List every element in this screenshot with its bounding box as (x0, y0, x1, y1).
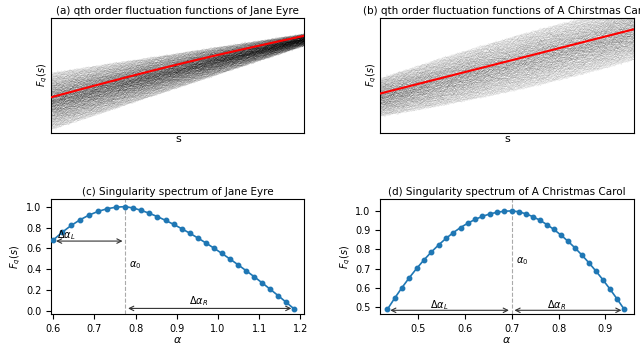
X-axis label: s: s (175, 134, 180, 144)
Text: $\Delta\alpha_L$: $\Delta\alpha_L$ (429, 298, 448, 312)
Title: (c) Singularity spectrum of Jane Eyre: (c) Singularity spectrum of Jane Eyre (82, 187, 274, 197)
Text: $\Delta\alpha_R$: $\Delta\alpha_R$ (547, 298, 566, 312)
Title: (a) qth order fluctuation functions of Jane Eyre: (a) qth order fluctuation functions of J… (56, 6, 300, 16)
Y-axis label: $F_q(s)$: $F_q(s)$ (9, 245, 23, 269)
Y-axis label: $F_q(s)$: $F_q(s)$ (338, 245, 353, 269)
Text: $\Delta\alpha_R$: $\Delta\alpha_R$ (189, 294, 208, 308)
Text: $\Delta\alpha_L$: $\Delta\alpha_L$ (58, 228, 76, 242)
Y-axis label: $F_q(s)$: $F_q(s)$ (35, 63, 50, 87)
Text: $\alpha_0$: $\alpha_0$ (516, 255, 529, 267)
Title: (b) qth order fluctuation functions of A Chirstmas Carol: (b) qth order fluctuation functions of A… (363, 6, 640, 16)
X-axis label: $\alpha$: $\alpha$ (173, 335, 182, 345)
Title: (d) Singularity spectrum of A Christmas Carol: (d) Singularity spectrum of A Christmas … (388, 187, 626, 197)
X-axis label: $\alpha$: $\alpha$ (502, 335, 511, 345)
Text: $\alpha_0$: $\alpha_0$ (129, 259, 141, 271)
Y-axis label: $F_q(s)$: $F_q(s)$ (365, 63, 379, 87)
X-axis label: s: s (504, 134, 510, 144)
